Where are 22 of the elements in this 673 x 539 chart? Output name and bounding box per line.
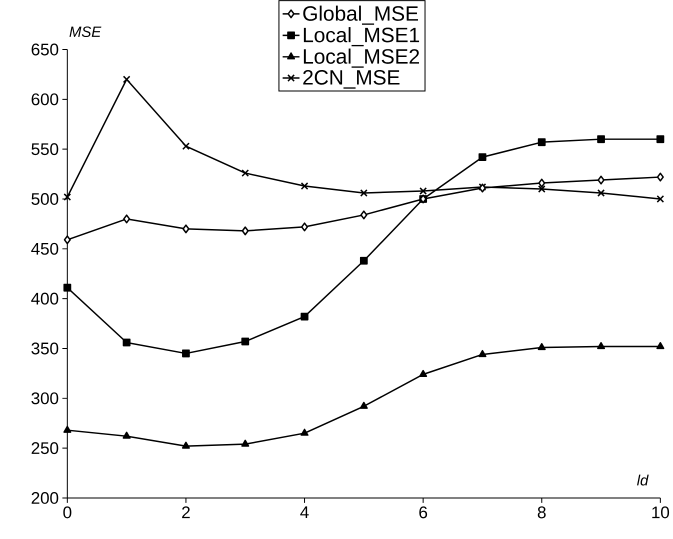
y-axis-title: MSE — [69, 26, 102, 38]
y-tick-label: 550 — [31, 143, 58, 156]
y-tick-label: 350 — [31, 342, 58, 355]
y-tick-label: 650 — [32, 44, 58, 56]
x-tick-label: 8 — [538, 506, 546, 519]
legend-label: 2CN_MSE — [303, 70, 400, 89]
y-tick-label: 450 — [31, 243, 58, 255]
legend-label: Local_MSE2 — [304, 48, 420, 68]
x-tick-label: 0 — [63, 506, 72, 519]
legend-label: Local_MSE1 — [304, 27, 420, 46]
legend-label: Global_MSE — [303, 6, 418, 26]
y-tick-label: 500 — [31, 193, 58, 206]
x-tick-label: 4 — [300, 506, 309, 518]
x-tick-label: 2 — [182, 506, 190, 518]
x-tick-label: 10 — [652, 506, 670, 519]
y-tick-label: 200 — [32, 492, 58, 504]
y-tick-label: 250 — [32, 442, 58, 454]
x-tick-label: 6 — [419, 506, 428, 519]
y-tick-label: 300 — [31, 392, 58, 404]
x-axis-title: ld — [637, 474, 649, 486]
y-tick-label: 600 — [32, 94, 58, 106]
y-tick-label: 400 — [31, 292, 58, 305]
